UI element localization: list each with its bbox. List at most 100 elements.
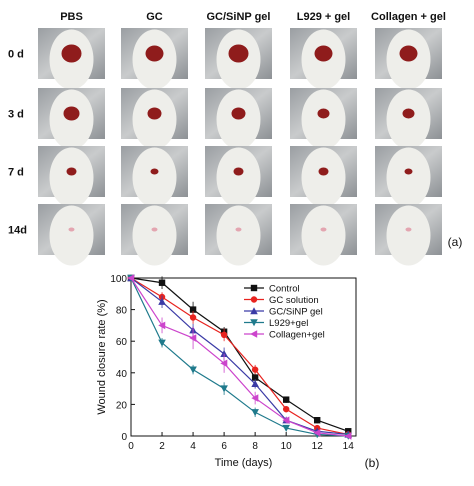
legend-label: L929+gel (269, 318, 308, 329)
marker (250, 307, 258, 315)
marker (250, 330, 258, 338)
wound (231, 107, 246, 120)
mouse-body (49, 205, 94, 266)
marker (313, 429, 321, 437)
mouse-body (386, 205, 431, 266)
marker (158, 297, 166, 305)
wound (145, 45, 164, 62)
wound (228, 44, 249, 63)
marker (220, 385, 228, 393)
y-axis-label: Wound closure rate (%) (96, 299, 108, 414)
wound (150, 168, 159, 175)
marker (220, 359, 228, 368)
x-tick-label: 14 (343, 441, 355, 452)
mouse-body (49, 147, 94, 208)
legend-label: GC/SiNP gel (269, 307, 323, 318)
wound (317, 108, 330, 119)
column-header: Collagen + gel (371, 11, 446, 23)
wound (318, 167, 329, 176)
legend-label: Collagen+gel (269, 330, 325, 341)
marker (250, 296, 258, 303)
series-line (130, 277, 349, 437)
marker (314, 417, 321, 424)
x-tick-label: 2 (159, 441, 165, 452)
mouse-body (386, 89, 431, 150)
y-tick-label: 20 (116, 400, 128, 411)
x-tick-label: 10 (281, 441, 293, 452)
panel-label: (a) (448, 235, 463, 249)
column-header: L929 + gel (297, 11, 351, 23)
marker (158, 279, 166, 286)
column-header: GC (146, 11, 163, 23)
wound (235, 227, 242, 232)
wound (61, 44, 82, 63)
x-tick-label: 8 (252, 441, 258, 452)
x-tick-label: 6 (221, 441, 227, 452)
marker (251, 380, 259, 388)
y-tick-label: 0 (121, 432, 127, 443)
marker (251, 366, 259, 373)
mouse-body (132, 147, 177, 208)
marker (189, 366, 197, 374)
marker (158, 339, 166, 347)
marker (189, 306, 197, 313)
wound (402, 108, 415, 119)
marker (282, 416, 290, 424)
y-tick-label: 80 (116, 306, 128, 317)
marker (251, 409, 259, 417)
legend-label: Control (269, 284, 300, 295)
row-label: 0 d (8, 49, 24, 61)
marker (282, 396, 290, 403)
marker (189, 334, 197, 342)
row-label: 7 d (8, 167, 24, 179)
mouse-body (132, 205, 177, 266)
mouse-body (216, 147, 261, 208)
marker (158, 321, 166, 330)
x-axis-label: Time (days) (215, 457, 273, 469)
wound (314, 45, 333, 62)
marker (251, 374, 259, 381)
wound (63, 106, 80, 121)
plot-frame (130, 277, 357, 437)
series-line (130, 277, 349, 437)
wound (66, 167, 77, 176)
marker (282, 405, 290, 413)
series-line (130, 277, 349, 432)
mouse-body (301, 147, 346, 208)
column-header: PBS (60, 11, 83, 23)
x-tick-label: 4 (190, 441, 196, 452)
row-label: 3 d (8, 109, 24, 121)
marker (282, 424, 290, 432)
legend-label: GC solution (269, 295, 319, 306)
x-tick-label: 12 (312, 441, 324, 452)
marker (250, 284, 258, 292)
wound (405, 227, 412, 232)
wound (399, 45, 418, 62)
wound (68, 227, 75, 232)
marker (189, 314, 197, 321)
marker (220, 331, 228, 339)
mouse-body (301, 89, 346, 150)
y-tick-label: 60 (116, 337, 128, 348)
wound (147, 107, 162, 120)
panel-label: (b) (365, 456, 380, 470)
wound (233, 167, 244, 176)
marker (344, 432, 352, 440)
x-tick-label: 0 (128, 441, 134, 452)
row-label: 14d (8, 225, 27, 237)
series-line (130, 277, 349, 436)
series-line (130, 277, 349, 436)
mouse-body (301, 205, 346, 266)
line-chart: 0 20 40 60 80 100 0 2 4 6 8 10 12 14 Time (days) Wound … (96, 274, 379, 470)
wound (404, 168, 413, 175)
marker (250, 319, 258, 327)
marker (127, 274, 135, 282)
y-tick-label: 40 (116, 369, 128, 380)
y-tick-label: 100 (110, 274, 127, 285)
marker (220, 350, 228, 358)
mouse-body (386, 147, 431, 208)
marker (251, 394, 259, 402)
wound (320, 227, 327, 232)
column-header: GC/SiNP gel (207, 11, 271, 23)
